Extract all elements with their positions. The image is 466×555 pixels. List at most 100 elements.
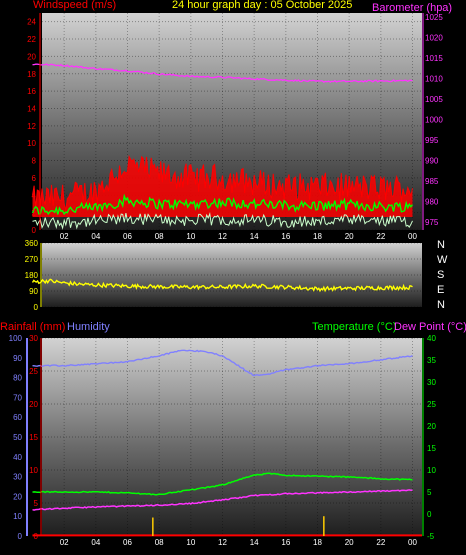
direction-plot-area <box>42 243 422 307</box>
rain-y-tick: 25 <box>29 367 38 376</box>
rain-x-tick: 18 <box>313 538 322 547</box>
rain-x-tick: 02 <box>60 538 69 547</box>
direction-y-tick: 270 <box>25 255 39 264</box>
temperature-axis-title: Temperature (°C) <box>312 321 396 333</box>
avg-wind-line <box>31 193 414 216</box>
windspeed-line <box>32 154 413 211</box>
wind-plot-axes: 0246810121416182022249759809859909951000… <box>27 13 443 241</box>
rain-y-tick: 5 <box>34 499 39 508</box>
direction-y-tick: 90 <box>29 287 38 296</box>
rain-x-tick: 20 <box>345 538 354 547</box>
low-wind-line <box>32 211 413 230</box>
humidity-y-tick: 40 <box>13 453 22 462</box>
wind-plot-grid <box>42 13 422 231</box>
baro-y-tick: 1025 <box>425 13 443 22</box>
rain-temp-plot-axes: 0102030405060708090100051015202530-50510… <box>9 334 437 547</box>
rain-x-tick: 00 <box>408 538 417 547</box>
rain-x-tick: 06 <box>123 538 132 547</box>
barometer-axis-title: Barometer (hpa) <box>372 2 452 14</box>
wind-y-tick: 10 <box>27 139 36 148</box>
wind-x-tick: 02 <box>60 232 69 241</box>
windspeed-axis-title: Windspeed (m/s) <box>33 0 116 11</box>
compass-label: S <box>437 269 444 281</box>
rain-x-tick: 12 <box>218 538 227 547</box>
baro-y-tick: 1015 <box>425 54 443 63</box>
wind-plot-series <box>31 63 414 230</box>
wind-direction-line <box>31 278 413 293</box>
direction-plot-grid <box>42 242 422 308</box>
compass-label: W <box>437 254 448 266</box>
wind-y-tick: 6 <box>32 174 37 183</box>
wind-x-tick: 04 <box>91 232 100 241</box>
direction-plot-series <box>31 278 413 293</box>
humidity-axis-title: Humidity <box>67 321 110 333</box>
compass-label: E <box>437 284 444 296</box>
humidity-y-tick: 10 <box>13 512 22 521</box>
rain-x-tick: 16 <box>281 538 290 547</box>
temperature-line <box>32 472 413 496</box>
temp-y-tick: 10 <box>427 466 436 475</box>
baro-y-tick: 990 <box>425 156 439 165</box>
wind-x-tick: 16 <box>281 232 290 241</box>
temp-y-tick: -5 <box>427 532 435 541</box>
barometer-line <box>32 63 413 83</box>
compass-label: N <box>437 299 445 311</box>
wind-y-tick: 14 <box>27 104 36 113</box>
rain-temp-plot-area <box>42 338 422 536</box>
wind-x-tick: 20 <box>345 232 354 241</box>
humidity-y-tick: 0 <box>18 532 23 541</box>
temp-y-tick: 25 <box>427 400 436 409</box>
rain-y-tick: 15 <box>29 433 38 442</box>
rain-x-tick: 04 <box>91 538 100 547</box>
temp-y-tick: 40 <box>427 334 436 343</box>
baro-y-tick: 1010 <box>425 75 443 84</box>
wind-y-tick: 2 <box>32 209 37 218</box>
direction-plot-axes: 0 90 180 270 360 <box>25 239 42 312</box>
humidity-y-tick: 80 <box>13 374 22 383</box>
baro-y-tick: 995 <box>425 136 439 145</box>
wind-y-tick: 8 <box>32 157 37 166</box>
direction-y-tick: 360 <box>25 239 39 248</box>
windspeed-area <box>32 156 413 217</box>
wind-x-tick: 06 <box>123 232 132 241</box>
direction-y-tick: 0 <box>34 303 39 312</box>
baro-y-tick: 1000 <box>425 115 443 124</box>
rain-y-tick: 30 <box>29 334 38 343</box>
temp-y-tick: 5 <box>427 488 432 497</box>
humidity-y-tick: 20 <box>13 492 22 501</box>
wind-y-tick: 16 <box>27 87 36 96</box>
wind-y-tick: 22 <box>27 35 36 44</box>
humidity-line <box>32 349 413 377</box>
wind-y-tick: 18 <box>27 70 36 79</box>
wind-x-tick: 14 <box>250 232 259 241</box>
wind-y-tick: 20 <box>27 52 36 61</box>
temp-y-tick: 0 <box>427 510 432 519</box>
rain-y-tick: 20 <box>29 400 38 409</box>
wind-y-tick: 12 <box>27 122 36 131</box>
wind-x-tick: 00 <box>408 232 417 241</box>
rain-x-tick: 22 <box>376 538 385 547</box>
baro-y-tick: 1020 <box>425 34 443 43</box>
temp-y-tick: 35 <box>427 356 436 365</box>
rain-x-tick: 10 <box>186 538 195 547</box>
temp-y-tick: 15 <box>427 444 436 453</box>
rain-y-tick: 10 <box>29 466 38 475</box>
compass-label: N <box>437 239 445 251</box>
rainfall-axis-title: Rainfall (mm) <box>0 321 65 333</box>
dewpoint-line <box>32 489 413 511</box>
baro-y-tick: 1005 <box>425 95 443 104</box>
wind-y-tick: 0 <box>32 226 37 235</box>
wind-y-tick: 4 <box>32 191 37 200</box>
rain-y-tick: 0 <box>34 532 39 541</box>
rain-x-tick: 14 <box>250 538 259 547</box>
baro-y-tick: 975 <box>425 218 439 227</box>
humidity-y-tick: 70 <box>13 393 22 402</box>
dewpoint-axis-title: Dew Point (°C) <box>394 321 466 333</box>
wind-y-tick: 24 <box>27 18 36 27</box>
humidity-y-tick: 60 <box>13 413 22 422</box>
wind-x-tick: 10 <box>186 232 195 241</box>
wind-x-tick: 18 <box>313 232 322 241</box>
baro-y-tick: 985 <box>425 177 439 186</box>
